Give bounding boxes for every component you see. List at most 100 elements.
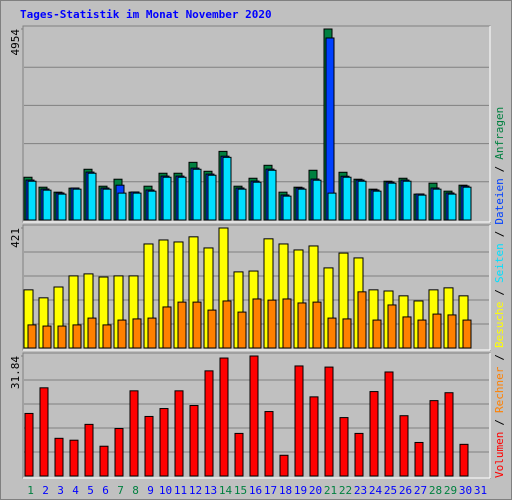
bar xyxy=(129,390,139,477)
x-tick-label: 26 xyxy=(399,484,412,497)
x-tick-label: 3 xyxy=(57,484,64,497)
bar xyxy=(237,188,247,221)
x-tick-label: 22 xyxy=(339,484,352,497)
bar xyxy=(192,168,202,221)
x-tick-label: 15 xyxy=(234,484,247,497)
legend-separator: / xyxy=(493,166,506,173)
x-tick-label: 29 xyxy=(444,484,457,497)
bar xyxy=(447,193,457,221)
bar xyxy=(42,189,52,221)
x-tick-label: 5 xyxy=(87,484,94,497)
bar xyxy=(399,415,409,477)
bar xyxy=(27,180,37,221)
bar xyxy=(219,357,229,477)
x-tick-label: 16 xyxy=(249,484,262,497)
bar xyxy=(357,180,367,221)
bar xyxy=(414,441,424,477)
x-tick-label: 4 xyxy=(72,484,79,497)
x-tick-label: 13 xyxy=(204,484,217,497)
bar xyxy=(234,432,244,477)
bar xyxy=(207,309,217,349)
bar xyxy=(327,317,337,349)
x-tick-label: 24 xyxy=(369,484,383,497)
bar xyxy=(267,169,277,221)
bar xyxy=(279,454,289,477)
bar xyxy=(72,188,82,221)
bar xyxy=(432,313,442,349)
x-tick-label: 25 xyxy=(384,484,397,497)
x-tick-label: 28 xyxy=(429,484,442,497)
bar xyxy=(177,176,187,221)
chart-title: Tages-Statistik im Monat November 2020 xyxy=(20,8,272,21)
legend-entry: Rechner xyxy=(493,366,506,413)
bar xyxy=(264,411,274,477)
legend-entry: Volumen xyxy=(493,432,506,478)
x-tick-label: 17 xyxy=(264,484,277,497)
bar xyxy=(207,174,217,221)
bar xyxy=(237,311,247,349)
x-tick-label: 1 xyxy=(27,484,34,497)
y-tick-label: 31.84 xyxy=(9,356,22,389)
bar xyxy=(387,304,397,349)
x-tick-label: 9 xyxy=(147,484,154,497)
legend: Volumen / Rechner / Besuche / Seiten / Dateien / A… xyxy=(493,107,506,478)
legend-entry: Dateien xyxy=(493,178,506,224)
legend-entry: Anfragen xyxy=(493,107,506,160)
x-tick-label: 30 xyxy=(459,484,472,497)
x-tick-label: 2 xyxy=(42,484,49,497)
bar xyxy=(117,319,127,349)
bar xyxy=(84,423,94,477)
bar xyxy=(39,387,49,477)
bar xyxy=(147,317,157,349)
bar xyxy=(462,186,472,221)
x-tick-label: 31 xyxy=(474,484,487,497)
x-tick-label: 12 xyxy=(189,484,202,497)
bar xyxy=(282,195,292,221)
bar xyxy=(429,400,439,477)
bar xyxy=(327,192,337,221)
bar xyxy=(57,193,67,221)
bar xyxy=(147,190,157,221)
bar xyxy=(312,179,322,221)
bar xyxy=(54,437,64,477)
x-tick-label: 27 xyxy=(414,484,427,497)
bar xyxy=(387,182,397,221)
bar xyxy=(402,180,412,221)
x-tick-label: 14 xyxy=(219,484,233,497)
x-tick-label: 19 xyxy=(294,484,307,497)
bar xyxy=(177,301,187,349)
bar xyxy=(297,302,307,349)
bar xyxy=(357,291,367,349)
bar xyxy=(384,371,394,477)
bar xyxy=(159,408,169,477)
bar xyxy=(189,405,199,477)
bar xyxy=(222,300,232,349)
x-tick-label: 8 xyxy=(132,484,139,497)
bar xyxy=(342,176,352,221)
bar xyxy=(102,324,112,349)
bar xyxy=(372,319,382,349)
legend-entry: Seiten xyxy=(493,243,506,283)
bar xyxy=(459,443,469,477)
bar xyxy=(252,298,262,349)
bar xyxy=(417,194,427,221)
x-tick-label: 7 xyxy=(117,484,124,497)
bar xyxy=(282,298,292,349)
x-tick-label: 20 xyxy=(309,484,322,497)
y-tick-label: 421 xyxy=(9,228,22,248)
bar xyxy=(309,396,319,477)
bar xyxy=(102,188,112,221)
bar xyxy=(267,299,277,349)
bar xyxy=(144,415,154,477)
bar xyxy=(132,192,142,221)
legend-separator: / xyxy=(493,354,506,361)
bar xyxy=(72,324,82,349)
bar xyxy=(162,306,172,349)
bar xyxy=(447,314,457,349)
bar xyxy=(417,319,427,349)
bar xyxy=(222,156,232,221)
bar xyxy=(192,301,202,349)
bar xyxy=(114,428,124,477)
bar xyxy=(324,366,334,477)
